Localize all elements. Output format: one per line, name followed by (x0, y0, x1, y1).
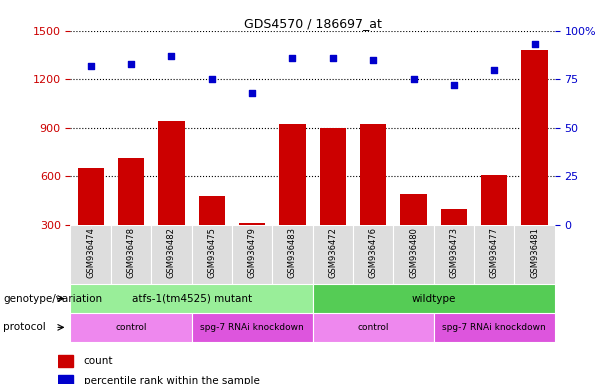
Point (530, 41, 539, 47)
Text: GSM936479: GSM936479 (248, 227, 257, 278)
Bar (400, 194, 427, 273)
Bar (70, 284, 313, 313)
Text: wildtype: wildtype (411, 293, 456, 304)
Bar (320, 127, 346, 273)
Text: GSM936480: GSM936480 (409, 227, 418, 278)
Text: count: count (83, 356, 113, 366)
Bar (441, 209, 467, 273)
Point (167, 53, 177, 59)
Point (86, 63, 96, 69)
Text: GSM936478: GSM936478 (126, 227, 135, 278)
Point (247, 90, 257, 96)
Text: GSM936481: GSM936481 (530, 227, 539, 278)
Bar (158, 121, 185, 273)
Bar (232, 225, 272, 284)
Text: GSM936482: GSM936482 (167, 227, 176, 278)
Text: protocol: protocol (3, 322, 46, 333)
Bar (394, 225, 434, 284)
Bar (433, 225, 474, 284)
Bar (313, 225, 353, 284)
Text: GSM936474: GSM936474 (86, 227, 95, 278)
Point (328, 55, 338, 61)
Point (368, 57, 378, 63)
Point (449, 82, 459, 88)
Text: GSM936483: GSM936483 (288, 227, 297, 278)
Text: control: control (115, 323, 147, 332)
Text: control: control (357, 323, 389, 332)
Bar (434, 313, 555, 342)
Text: spg-7 RNAi knockdown: spg-7 RNAi knockdown (200, 323, 304, 332)
Text: atfs-1(tm4525) mutant: atfs-1(tm4525) mutant (132, 293, 251, 304)
Bar (353, 225, 394, 284)
Point (126, 61, 136, 67)
Bar (151, 225, 191, 284)
Bar (58, 375, 73, 384)
Bar (239, 223, 265, 273)
Bar (313, 313, 434, 342)
Text: GSM936476: GSM936476 (368, 227, 378, 278)
Bar (58, 354, 73, 367)
Bar (360, 124, 386, 273)
Text: GSM936473: GSM936473 (449, 227, 459, 278)
Text: GSM936472: GSM936472 (329, 227, 337, 278)
Bar (70, 225, 111, 284)
Point (287, 55, 297, 61)
Bar (280, 124, 305, 273)
Bar (522, 50, 547, 273)
Bar (474, 225, 514, 284)
Bar (118, 158, 144, 273)
Bar (313, 284, 555, 313)
Text: spg-7 RNAi knockdown: spg-7 RNAi knockdown (443, 323, 546, 332)
Bar (191, 313, 313, 342)
Bar (191, 225, 232, 284)
Point (207, 76, 216, 82)
Point (489, 66, 499, 73)
Bar (199, 195, 225, 273)
Text: GSM936477: GSM936477 (490, 227, 499, 278)
Bar (272, 225, 313, 284)
Bar (78, 168, 104, 273)
Bar (111, 225, 151, 284)
Bar (70, 313, 191, 342)
Bar (514, 225, 555, 284)
Point (409, 76, 419, 82)
Text: GSM936475: GSM936475 (207, 227, 216, 278)
Bar (481, 175, 508, 273)
Title: GDS4570 / 186697_at: GDS4570 / 186697_at (244, 17, 381, 30)
Text: percentile rank within the sample: percentile rank within the sample (83, 376, 259, 384)
Text: genotype/variation: genotype/variation (3, 293, 102, 304)
